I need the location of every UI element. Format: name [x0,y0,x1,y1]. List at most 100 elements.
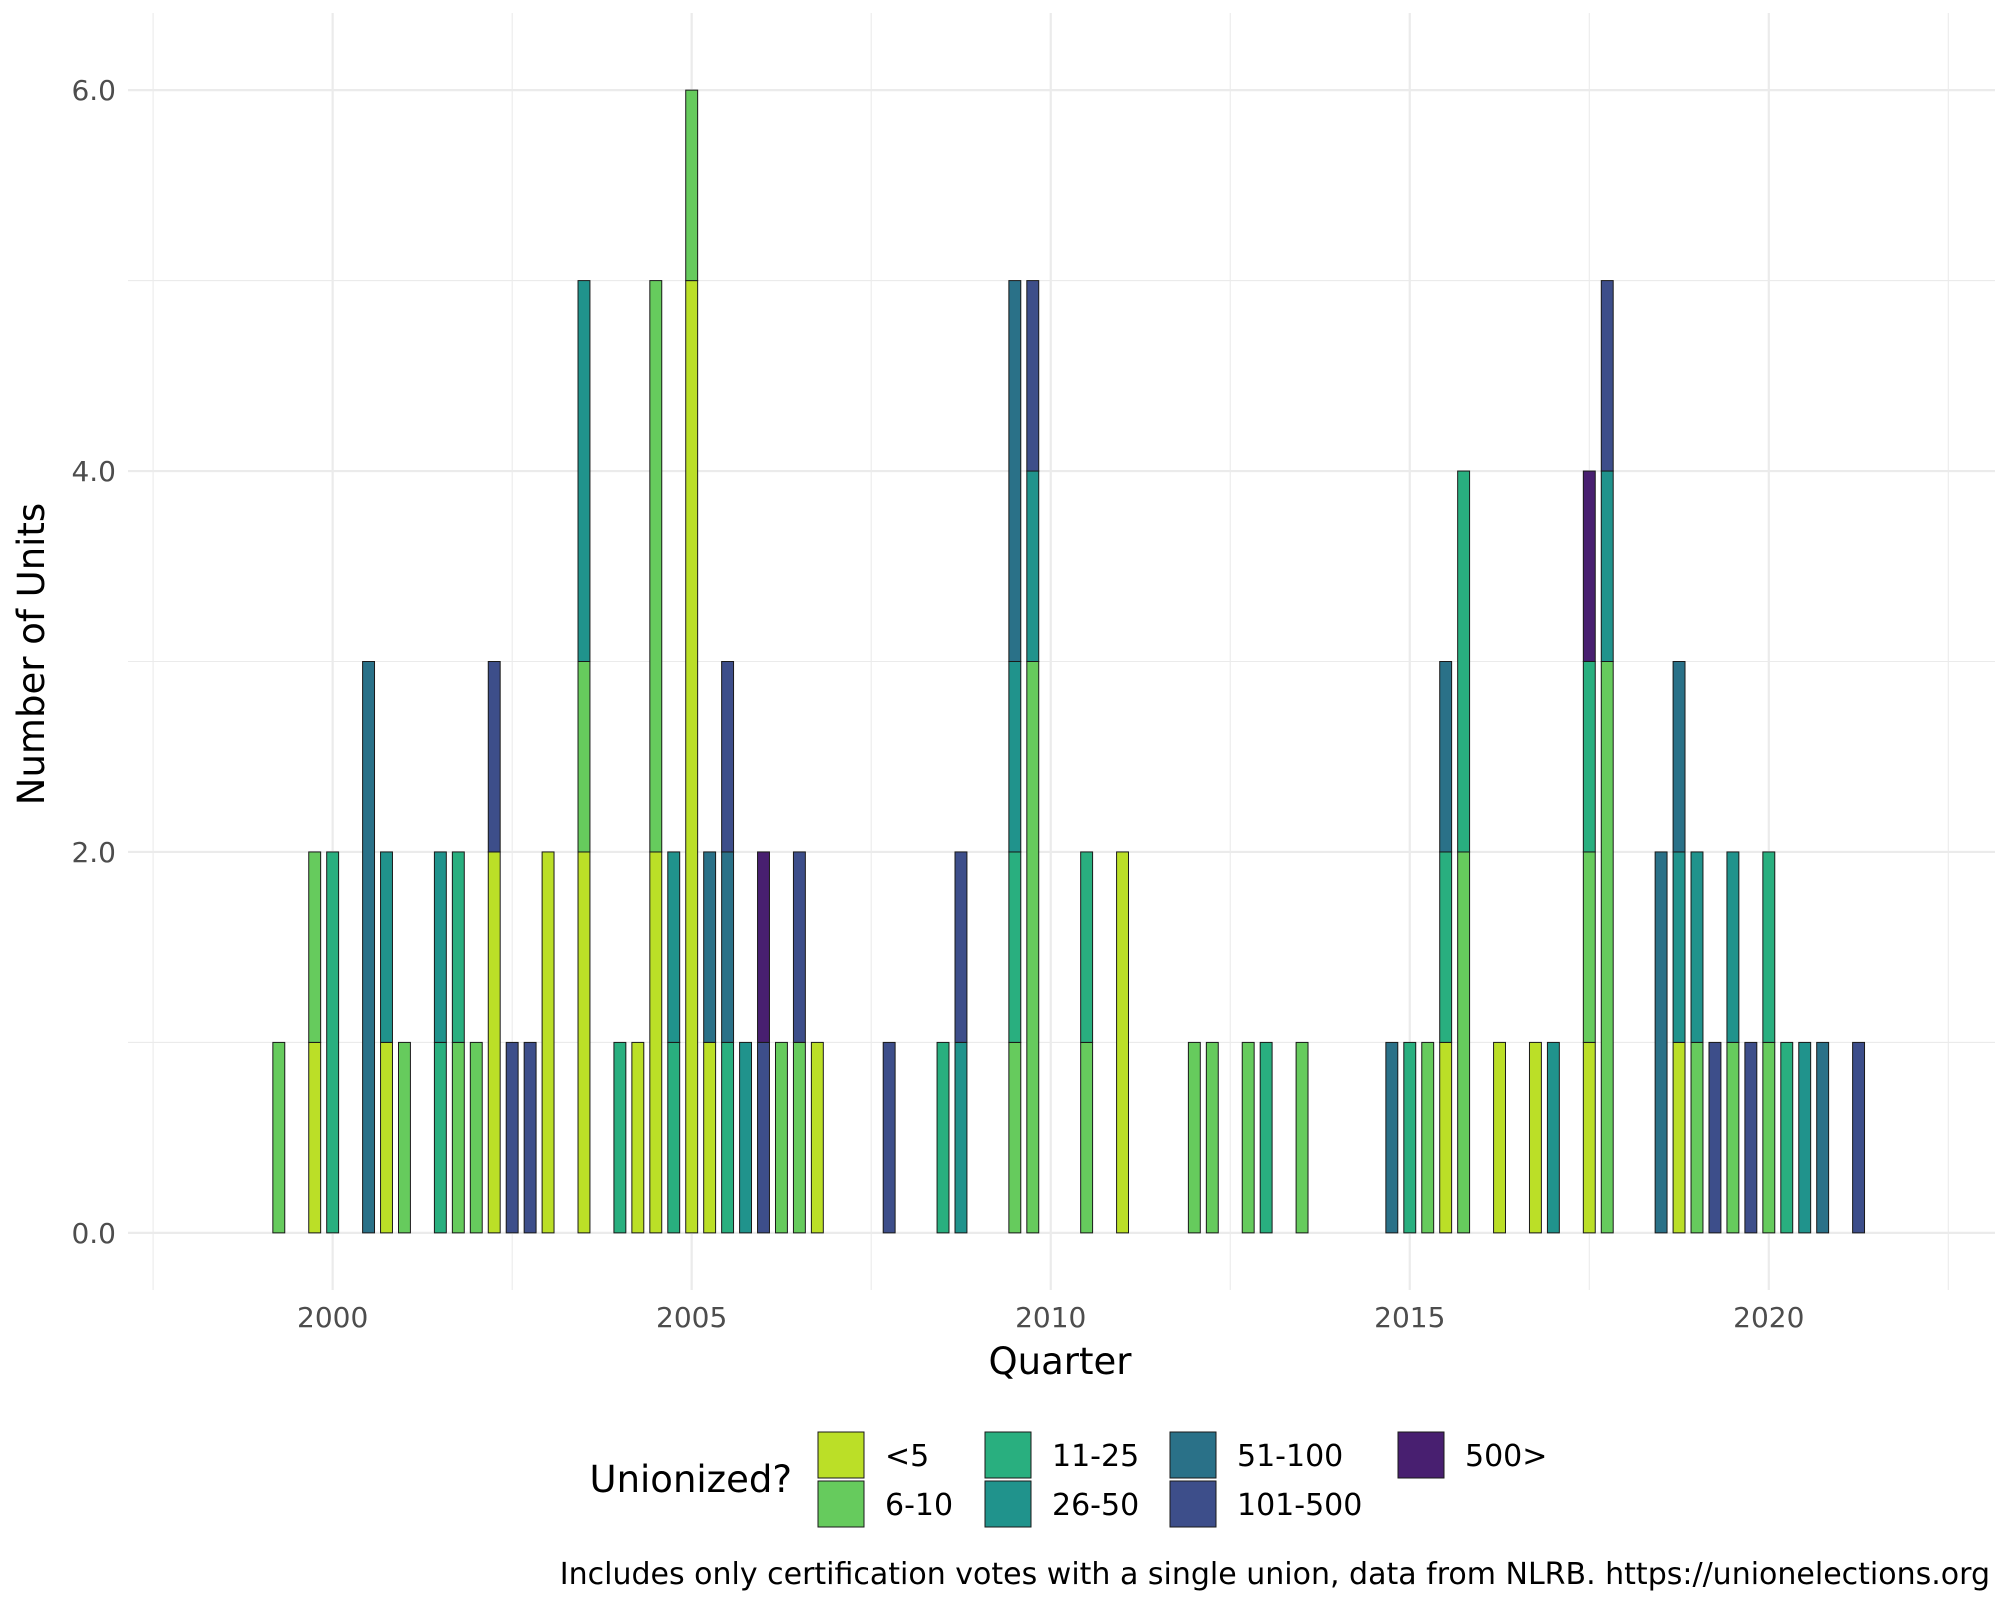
bar-segment-lt5 [685,280,699,1234]
bar-segment-101lt500 [487,661,501,853]
bar-segment-lt5 [1672,1041,1686,1234]
bar-segment-101lt500 [757,1041,770,1234]
y-tick-label: 4.0 [71,455,116,488]
legend-key [1397,1431,1445,1479]
bar-segment-lt5 [487,851,501,1234]
bar-segment-101lt500 [1026,280,1040,472]
bar-segment-6lt10 [1582,851,1596,1043]
y-tick-labels: 0.0 2.0 4.0 6.0 [71,74,116,1250]
bar-segment-51lt100 [1816,1041,1830,1234]
bar-segment-lt5 [577,851,591,1234]
legend-key [984,1480,1032,1528]
bar-segment-11lt25 [1762,851,1776,1043]
bar-segment-6lt10 [451,1041,465,1234]
bar-segment-51lt100 [1439,661,1453,853]
legend-label: 11-25 [1052,1439,1139,1474]
bar-segment-51lt100 [1672,661,1686,853]
bar-segment-26lt50 [433,851,447,1043]
bar-segment-26lt50 [954,1041,968,1234]
bar-segment-11lt25 [1259,1041,1273,1234]
bar-segment-26lt50 [1726,851,1740,1043]
y-tick-label: 2.0 [71,836,116,869]
bar-segment-11lt25 [326,851,340,1234]
legend-label: <5 [885,1439,929,1474]
legend-label: 26-50 [1052,1488,1139,1523]
bar-segment-6lt10 [1241,1041,1255,1234]
bar-segment-6lt10 [1026,661,1040,1234]
y-axis-title: Number of Units [10,503,53,805]
bar-segment-6lt10 [398,1041,411,1234]
bar-segment-lt5 [703,1041,717,1234]
bar-segment-11lt25 [721,1041,735,1234]
bar-segment-11lt25 [1780,1041,1794,1234]
bar-segment-11lt25 [613,1041,627,1234]
bar-segment-11lt25 [433,1041,447,1234]
bar-segment-101lt500 [505,1041,519,1234]
legend-label: 51-100 [1237,1439,1343,1474]
bar-segment-6lt10 [1008,1041,1022,1234]
bar-segment-101lt500 [792,851,806,1043]
bar-segment-26lt50 [739,1041,753,1234]
bar-segment-11lt25 [1403,1041,1417,1234]
bar-segment-26lt50 [1026,470,1040,662]
legend-key [817,1431,865,1479]
x-tick-labels: 2000 2005 2010 2015 2020 [297,1301,1804,1334]
bar-segment-500lt [757,851,770,1043]
bar-segment-101lt500 [1744,1041,1758,1234]
legend-label: 500> [1465,1439,1547,1474]
legend-label: 6-10 [885,1488,953,1523]
bar-segment-lt5 [380,1041,393,1234]
x-axis-title: Quarter [989,1340,1133,1383]
legend: Unionized? <5 6-10 11-25 26-50 51-100 101-500… [590,1431,1547,1528]
bar-segment-6lt10 [649,280,663,853]
bar-segment-6lt10 [1295,1041,1309,1234]
bar-segment-lt5 [1439,1041,1453,1234]
bar-segment-101lt500 [523,1041,537,1234]
bar-segment-26lt50 [1672,851,1686,1043]
bar-segment-500lt [1582,470,1596,662]
bar-segment-6lt10 [469,1041,483,1234]
bar-segment-51lt100 [703,851,717,1043]
bar-segment-lt5 [1582,1041,1596,1234]
bar-segment-6lt10 [792,1041,806,1234]
y-tick-label: 0.0 [71,1217,116,1250]
bar-segment-26lt50 [380,851,393,1043]
x-tick-label: 2015 [1374,1301,1445,1334]
bar-segment-26lt50 [577,280,591,662]
bar-segment-101lt500 [1708,1041,1722,1234]
bar-segment-51lt100 [1654,851,1668,1234]
bar-segment-26lt50 [1798,1041,1812,1234]
bar-segment-26lt50 [1546,1041,1560,1234]
bar-segment-101lt500 [1852,1041,1866,1234]
bar-segment-6lt10 [685,89,699,282]
legend-key [1169,1480,1217,1528]
chart-caption: Includes only certification votes with a… [560,1557,1990,1592]
bar-segment-lt5 [308,1041,322,1234]
x-tick-label: 2000 [297,1301,368,1334]
x-tick-label: 2005 [656,1301,727,1334]
bars-layer [272,89,1866,1234]
legend-label: 101-500 [1237,1488,1362,1523]
legend-title: Unionized? [590,1458,793,1501]
bar-segment-11lt25 [1439,851,1453,1043]
legend-key [1169,1431,1217,1479]
bar-segment-51lt100 [362,661,376,1234]
bar-segment-lt5 [1493,1041,1506,1234]
bar-segment-6lt10 [1187,1041,1201,1234]
bar-segment-101lt500 [721,661,735,853]
x-tick-label: 2020 [1733,1301,1804,1334]
bar-segment-6lt10 [1690,1041,1704,1234]
legend-key [817,1480,865,1528]
bar-segment-6lt10 [1762,1041,1776,1234]
bar-segment-lt5 [810,1041,824,1234]
x-tick-label: 2010 [1015,1301,1086,1334]
bar-segment-51lt100 [721,851,735,1043]
bar-segment-lt5 [1116,851,1129,1234]
y-tick-label: 6.0 [71,74,116,107]
bar-segment-101lt500 [882,1041,896,1234]
bar-segment-6lt10 [1457,851,1471,1234]
legend-key [984,1431,1032,1479]
bar-segment-6lt10 [308,851,322,1043]
